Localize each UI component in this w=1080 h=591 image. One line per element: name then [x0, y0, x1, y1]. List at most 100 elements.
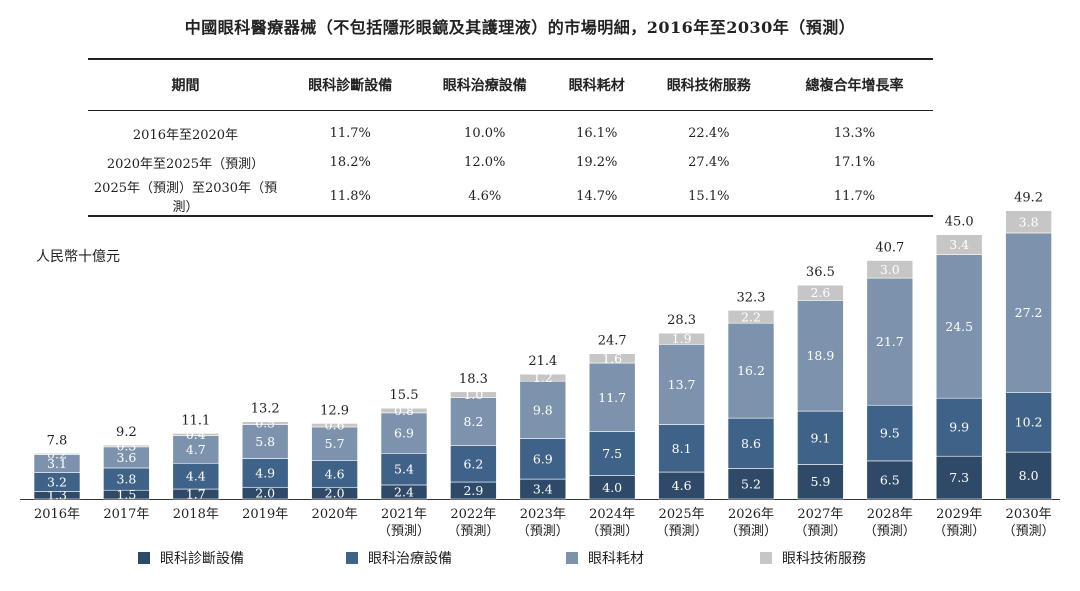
x-tick-label: 2029年 — [936, 507, 982, 522]
x-tick-label: （預測） — [933, 524, 985, 539]
bar-segment — [797, 464, 844, 500]
table-cell: 19.2% — [576, 155, 618, 170]
x-tick-label: 2019年 — [242, 507, 288, 522]
header-services: 眼科技術服務 — [666, 78, 751, 94]
legend-item-diagnostic: 眼科診斷設備 — [138, 548, 244, 568]
data-label: 1.5 — [116, 487, 136, 502]
data-label: 21.7 — [876, 334, 904, 349]
data-label: 7.5 — [602, 446, 622, 461]
total-label: 49.2 — [1014, 191, 1043, 206]
table-cell: 22.4% — [688, 126, 730, 141]
x-tick-label: 2017年 — [103, 507, 149, 522]
data-label: 10.2 — [1015, 415, 1043, 430]
data-label: 6.9 — [394, 426, 414, 441]
unit-label: 人民幣十億元 — [36, 249, 120, 265]
table-row: 2016年至2020年 11.7% 10.0% 16.1% 22.4% 13.3… — [88, 111, 933, 149]
data-label: 16.2 — [737, 363, 765, 378]
data-label: 2.2 — [741, 309, 761, 324]
data-label: 6.5 — [880, 472, 900, 487]
data-label: 27.2 — [1015, 305, 1043, 320]
legend-swatch-consumables — [566, 552, 578, 564]
bar-segment — [172, 462, 220, 490]
bar-segment — [519, 373, 567, 382]
data-label: 3.1 — [47, 456, 67, 471]
data-label: 0.6 — [325, 418, 345, 433]
total-label: 40.7 — [875, 240, 904, 255]
table-cell: 4.6% — [468, 188, 502, 204]
x-tick-label: 2022年 — [450, 507, 496, 522]
bar-segment — [241, 458, 289, 488]
data-label: 8.1 — [672, 441, 692, 456]
bar-segment — [103, 444, 150, 448]
bar-segment — [588, 431, 636, 476]
x-tick-label: （預測） — [725, 524, 777, 539]
total-label: 13.2 — [251, 402, 280, 417]
bar-segment — [311, 460, 358, 488]
bar-segment — [450, 445, 497, 483]
x-tick-label: （預測） — [656, 524, 708, 539]
bar-segment — [727, 417, 775, 469]
bar-segment — [727, 322, 775, 419]
data-label: 3.2 — [47, 475, 67, 490]
bar-segment — [588, 353, 636, 364]
data-label: 4.7 — [186, 442, 206, 457]
bar-segment — [450, 397, 497, 446]
x-tick-label: （預測） — [1003, 524, 1055, 539]
data-label: 1.2 — [533, 370, 553, 385]
x-tick-label: 2025年 — [659, 507, 705, 522]
legend-swatch-services — [760, 552, 772, 564]
data-label: 5.2 — [741, 476, 761, 491]
bar-segment — [380, 412, 428, 454]
legend-item-services: 眼科技術服務 — [760, 548, 866, 568]
x-tick-label: 2024年 — [589, 507, 635, 522]
data-label: 5.7 — [325, 436, 345, 451]
x-tick-label: （預測） — [864, 524, 916, 539]
data-label: 0.8 — [394, 403, 414, 418]
data-label: 3.8 — [1019, 214, 1039, 229]
x-tick-label: 2021年 — [381, 507, 427, 522]
data-label: 7.3 — [949, 470, 969, 485]
bar-segment — [797, 300, 844, 412]
table-cell: 12.0% — [464, 155, 506, 170]
x-tick-label: （預測） — [378, 524, 430, 539]
bar-segment — [380, 452, 428, 486]
total-label: 9.2 — [116, 425, 137, 440]
data-label: 5.4 — [394, 462, 414, 477]
data-label: 24.5 — [945, 319, 973, 334]
bar-segment — [935, 455, 983, 500]
table-cell: 13.3% — [833, 126, 876, 141]
bar-segment — [172, 433, 220, 437]
data-label: 1.0 — [463, 387, 483, 402]
data-label: 3.6 — [116, 450, 136, 465]
data-label: 9.5 — [880, 426, 900, 441]
bar-segment — [658, 332, 705, 345]
total-label: 11.1 — [181, 413, 210, 428]
data-label: 1.6 — [602, 351, 622, 366]
x-tick-label: 2027年 — [797, 507, 843, 522]
bar-segment — [866, 260, 914, 279]
data-label: 3.4 — [949, 237, 969, 252]
data-label: 6.9 — [533, 451, 553, 466]
bar-segment — [1005, 210, 1052, 234]
legend-label-treatment: 眼科治療設備 — [368, 551, 452, 567]
data-label: 0.2 — [47, 446, 67, 461]
table-cell: 16.1% — [576, 126, 618, 141]
data-label: 8.0 — [1019, 468, 1039, 483]
bar-segment — [658, 343, 705, 425]
data-label: 9.9 — [949, 420, 969, 435]
bar-segment — [241, 421, 289, 425]
bar-segment — [866, 404, 914, 462]
bar-segment — [588, 362, 636, 432]
data-label: 4.4 — [186, 469, 206, 484]
x-tick-label: （預測） — [447, 524, 499, 539]
bar-segment — [311, 423, 358, 428]
bar-segment — [380, 407, 428, 414]
cagr-table-header-row: 期間 眼科診斷設備 眼科治療設備 眼科耗材 眼科技術服務 總複合年增長率 — [88, 59, 933, 111]
table-cell: 11.7% — [833, 188, 876, 204]
data-label: 1.9 — [672, 331, 692, 346]
bar-segment — [658, 424, 705, 473]
bar-segment — [241, 424, 289, 459]
data-label: 4.0 — [602, 480, 622, 495]
table-cell: 27.4% — [688, 155, 730, 170]
bar-segment — [797, 410, 844, 465]
